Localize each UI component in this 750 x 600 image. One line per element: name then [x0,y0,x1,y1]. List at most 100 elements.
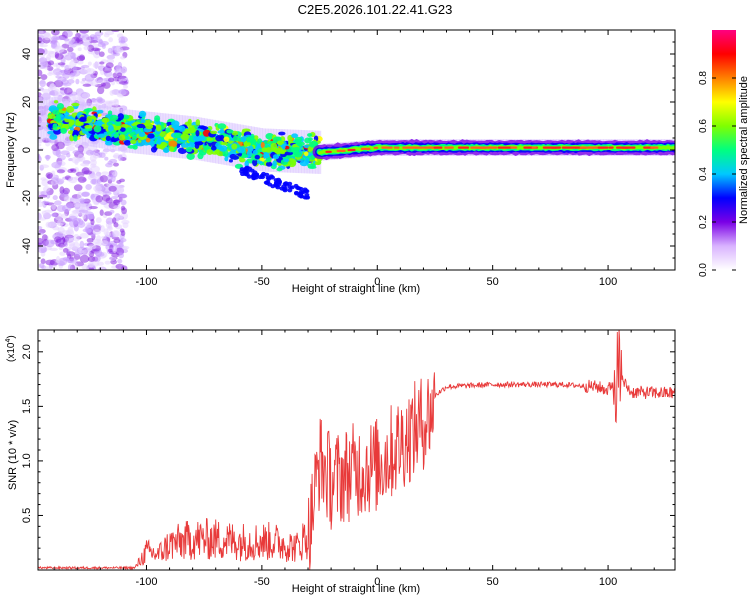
signal-blob [138,110,147,118]
noise-blob [55,141,65,150]
noise-blob [122,222,129,229]
tail-blob [293,183,299,188]
noise-blob [73,184,83,192]
signal-blob [261,147,268,153]
noise-blob [118,240,124,248]
noise-blob [98,51,105,57]
noise-blob [107,77,115,83]
noise-blob [104,260,111,265]
signal-blob [231,155,240,160]
signal-blob [107,122,113,126]
signal-blob [73,129,79,134]
signal-blob [199,125,209,130]
signal-blob [307,163,316,169]
tail-blob [269,175,275,180]
signal-blob [150,146,157,153]
noise-blob [59,251,66,256]
noise-blob [61,204,71,213]
colorbar-tick-label: 0.6 [698,119,709,133]
spectrogram-x-ticks: -100 -50 0 50 100 [53,30,655,288]
noise-blob [51,30,60,36]
signal-blob [173,132,183,139]
signal-blob [109,114,119,121]
noise-blob [60,150,70,156]
signal-blob [265,161,273,167]
noise-blob [39,164,50,169]
y-tick-label: 2.0 [21,344,33,359]
signal-blob [291,133,299,139]
tail-blob [251,176,257,181]
noise-blob [52,63,59,67]
noise-blob [79,254,90,263]
noise-blob [82,83,92,87]
noise-blob [113,199,120,206]
signal-blob [168,146,175,152]
tail-blob [304,195,310,200]
noise-blob [110,195,119,200]
signal-blob [123,139,131,146]
noise-blob [113,98,119,103]
snr-x-label: Height of straight line (km) [292,583,420,595]
signal-blob [245,136,255,143]
noise-blob [118,89,129,95]
noise-blob [38,48,45,55]
signal-blob [210,145,217,151]
noise-blob [113,222,119,228]
noise-blob [63,87,73,95]
signal-blob [74,122,84,127]
signal-blob [49,134,58,140]
noise-blob [79,240,85,249]
signal-blob [136,123,145,129]
noise-blob [51,71,62,76]
signal-blob [254,154,260,160]
noise-blob [83,45,90,51]
noise-blob [118,193,128,199]
noise-blob [55,149,62,158]
signal-blob [145,123,154,130]
tail-blob [283,181,289,186]
noise-blob [52,195,58,201]
signal-blob [140,118,146,124]
signal-blob [131,136,137,141]
noise-blob [63,38,70,42]
noise-blob [72,66,77,74]
signal-blob [252,159,258,167]
colorbar-tick-label: 0.0 [698,263,709,277]
signal-blob [84,124,93,129]
noise-blob [38,226,43,230]
noise-blob [89,262,94,269]
noise-blob [93,201,99,206]
y-tick-label: 0.5 [21,508,33,523]
noise-blob [92,152,100,159]
noise-blob [83,170,93,175]
noise-blob [41,210,47,216]
noise-blob [38,194,47,198]
noise-blob [64,65,71,70]
signal-blob [218,145,228,152]
signal-blob [97,133,106,139]
noise-blob [41,178,50,187]
noise-blob [113,238,121,244]
noise-blob [108,37,114,43]
noise-blob [84,67,92,73]
signal-blob [281,143,286,150]
signal-blob [304,137,312,144]
noise-blob [96,98,106,104]
noise-blob [87,44,95,52]
signal-blob [130,139,137,144]
spectrogram-y-label: Frequency (Hz) [5,112,17,188]
noise-blob [69,72,76,77]
snr-line [38,330,675,570]
signal-blob [298,141,305,146]
noise-blob [119,228,125,233]
signal-blob [105,141,113,146]
spectrogram-marks [38,30,675,270]
noise-blob [120,205,126,211]
noise-blob [92,62,100,69]
noise-blob [51,161,62,169]
colorbar-tick-label: 0.4 [698,167,709,181]
noise-blob [113,162,119,167]
signal-blob [314,161,320,166]
noise-blob [40,190,51,196]
spectrogram-panel: -100 -50 0 50 100 40 20 0 -20 -40 Height of stra… [5,29,676,295]
